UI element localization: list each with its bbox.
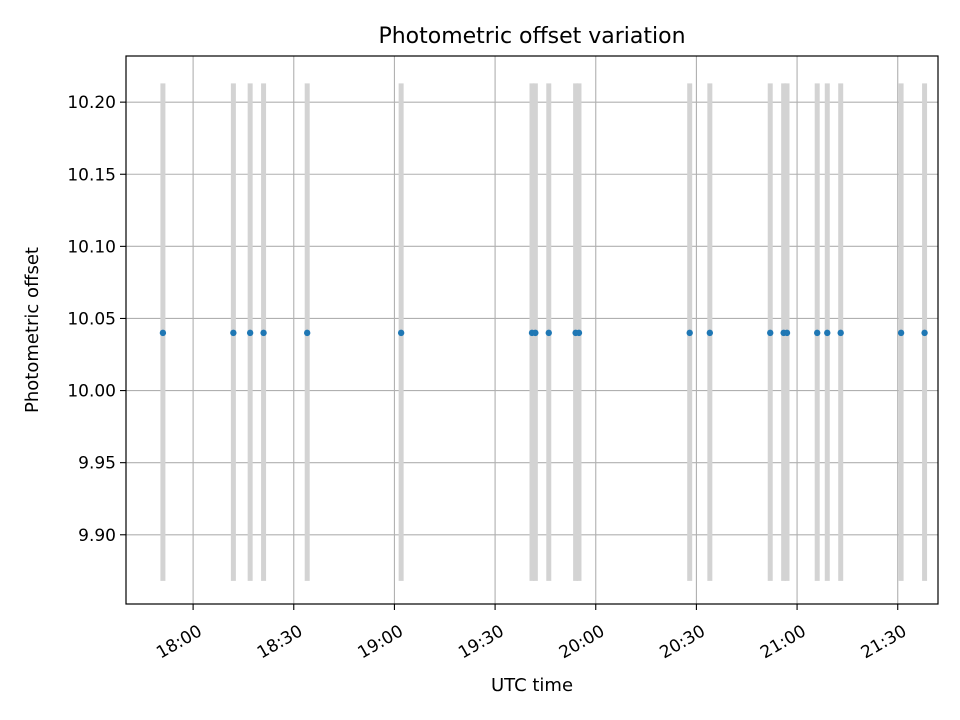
data-point [545,329,552,337]
data-point [897,329,905,337]
data-point [706,329,714,337]
x-tick-label: 18:30 [254,621,306,663]
x-tick-label: 21:30 [858,621,910,663]
data-point [767,329,774,337]
data-point [686,329,693,337]
y-tick-label: 10.10 [67,237,116,257]
y-tick-label: 10.20 [67,93,116,113]
y-tick-label: 9.90 [78,526,116,546]
chart-title: Photometric offset variation [378,24,685,49]
y-tick-label: 9.95 [78,454,116,474]
data-point [159,329,167,337]
x-tick-label: 20:00 [556,621,608,663]
x-tick-label: 20:30 [656,621,708,663]
y-axis-label: Photometric offset [22,247,43,413]
data-point [814,329,821,337]
data-point [575,329,583,337]
y-tick-label: 10.15 [67,165,116,185]
plot-frame [125,55,939,605]
x-tick-label: 18:00 [153,621,205,663]
y-tick-label: 10.05 [67,309,116,329]
x-axis-label: UTC time [491,675,573,696]
data-point [532,329,539,337]
data-point [783,329,791,337]
y-tick-label: 10.00 [67,382,116,402]
data-point [837,329,844,337]
x-tick-label: 21:00 [757,621,809,663]
x-axis: 18:00 18:30 19:00 19:30 20:00 20:30 21:00 21:30 [153,604,910,663]
data-point [397,329,405,337]
error-bars [160,83,928,581]
data-point [246,329,254,337]
x-tick-label: 19:30 [455,621,507,663]
data-points [159,329,928,337]
data-point [824,329,831,337]
x-tick-label: 19:00 [354,621,406,663]
data-point [230,329,237,337]
y-axis: 9.90 9.95 10.00 10.05 10.10 10.15 10.20 [67,93,126,546]
data-point [260,329,267,337]
data-point [921,329,928,337]
data-point [303,329,311,337]
